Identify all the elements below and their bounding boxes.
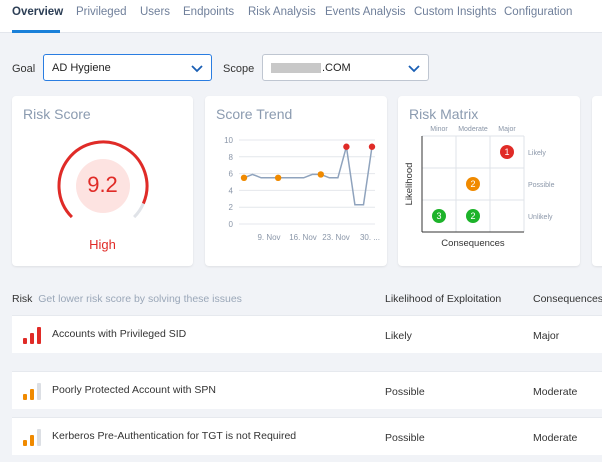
chevron-down-icon bbox=[191, 65, 203, 73]
row-consequences: Moderate bbox=[533, 386, 578, 398]
active-tab-indicator bbox=[12, 30, 60, 33]
y-tick-label: 2 bbox=[229, 203, 234, 212]
y-tick-label: 4 bbox=[229, 186, 234, 195]
risk-header-label: Risk bbox=[12, 293, 33, 305]
row-risk-name: Accounts with Privileged SID bbox=[52, 328, 187, 340]
risk-level: High bbox=[89, 237, 116, 252]
table-row[interactable]: Accounts with Privileged SID Likely Majo… bbox=[12, 315, 602, 353]
gauge-fill bbox=[57, 140, 149, 219]
severity-high-icon bbox=[23, 327, 41, 344]
trend-point bbox=[368, 143, 376, 150]
trend-line bbox=[243, 146, 373, 206]
risk-score-gauge bbox=[57, 140, 149, 219]
tab-privileged[interactable]: Privileged bbox=[76, 6, 127, 18]
severity-medium-icon bbox=[23, 429, 41, 446]
risk-matrix-title: Risk Matrix bbox=[409, 106, 479, 122]
risk-score-value: 9.2 bbox=[87, 172, 118, 197]
tab-custom-insights[interactable]: Custom Insights bbox=[414, 6, 497, 18]
row-likelihood: Possible bbox=[385, 432, 425, 444]
matrix-cell-badge bbox=[466, 177, 480, 191]
matrix-row-label: Likely bbox=[528, 150, 546, 157]
trend-point bbox=[240, 174, 248, 181]
matrix-cell-badge bbox=[466, 209, 480, 223]
matrix-cell-count: 2 bbox=[470, 211, 475, 221]
chevron-down-icon bbox=[408, 65, 420, 73]
row-risk-name: Poorly Protected Account with SPN bbox=[52, 384, 216, 396]
risk-column-header: Risk Get lower risk score by solving the… bbox=[12, 293, 242, 305]
tab-endpoints[interactable]: Endpoints bbox=[183, 6, 235, 18]
matrix-column-label: Moderate bbox=[458, 126, 488, 133]
matrix-cell-count: 2 bbox=[470, 179, 475, 189]
matrix-y-axis-label: Likelihood bbox=[404, 163, 415, 206]
top-tab-bar: Overview Privileged Users Endpoints Risk… bbox=[0, 0, 602, 33]
matrix-x-axis-label: Consequences bbox=[441, 238, 505, 249]
table-row[interactable]: Kerberos Pre-Authentication for TGT is n… bbox=[12, 417, 602, 455]
risk-header-hint: Get lower risk score by solving these is… bbox=[38, 293, 242, 305]
scope-label: Scope bbox=[223, 63, 255, 75]
x-tick-label: 30. ... bbox=[360, 233, 380, 242]
tab-overview[interactable]: Overview bbox=[12, 6, 64, 18]
y-tick-label: 8 bbox=[229, 153, 234, 162]
matrix-cell-count: 1 bbox=[504, 147, 509, 157]
row-risk-name: Kerberos Pre-Authentication for TGT is n… bbox=[52, 430, 297, 442]
x-tick-label: 23. Nov bbox=[322, 233, 350, 242]
row-likelihood: Possible bbox=[385, 386, 425, 398]
goal-select-value: AD Hygiene bbox=[52, 62, 111, 74]
matrix-row-label: Unlikely bbox=[528, 214, 553, 221]
row-likelihood: Likely bbox=[385, 330, 412, 342]
matrix-column-label: Major bbox=[498, 126, 516, 133]
risk-matrix-card: Risk Matrix Minor Moderate Major Likely Poss… bbox=[398, 96, 580, 266]
likelihood-column-header: Likelihood of Exploitation bbox=[385, 293, 502, 305]
y-tick-label: 6 bbox=[229, 170, 234, 179]
score-trend-card: Score Trend 0 2 4 6 8 10 9. Nov 16. Nov 23. Nov 3… bbox=[205, 96, 387, 266]
matrix-cell-badge bbox=[432, 209, 446, 223]
trend-point bbox=[317, 171, 324, 178]
scope-select-value: .COM bbox=[271, 62, 351, 74]
tab-configuration[interactable]: Configuration bbox=[504, 6, 573, 18]
matrix-row-label: Possible bbox=[528, 182, 555, 189]
table-row[interactable]: Poorly Protected Account with SPN Possib… bbox=[12, 371, 602, 409]
x-tick-label: 16. Nov bbox=[289, 233, 317, 242]
matrix-column-label: Minor bbox=[430, 126, 448, 133]
matrix-cell-count: 3 bbox=[436, 211, 441, 221]
trend-point bbox=[274, 174, 282, 181]
scope-select[interactable]: .COM bbox=[262, 54, 429, 81]
partial-card bbox=[592, 96, 602, 266]
risk-matrix-chart: Minor Moderate Major Likely Possible Unlikely… bbox=[404, 126, 555, 249]
matrix-cell-badge bbox=[500, 145, 514, 159]
y-tick-label: 10 bbox=[224, 136, 233, 145]
goal-label: Goal bbox=[12, 63, 36, 75]
risk-score-title: Risk Score bbox=[23, 106, 91, 122]
x-tick-label: 9. Nov bbox=[257, 233, 280, 242]
goal-select[interactable]: AD Hygiene bbox=[43, 54, 212, 81]
severity-medium-icon bbox=[23, 383, 41, 400]
row-consequences: Moderate bbox=[533, 432, 578, 444]
tab-users[interactable]: Users bbox=[140, 6, 171, 18]
y-tick-label: 0 bbox=[229, 220, 234, 229]
tab-events-analysis[interactable]: Events Analysis bbox=[325, 6, 406, 18]
risk-score-card: Risk Score 9.2 High bbox=[12, 96, 193, 266]
gauge-center-disc bbox=[76, 159, 130, 213]
row-consequences: Major bbox=[533, 330, 560, 342]
trend-point bbox=[343, 143, 350, 150]
score-trend-title: Score Trend bbox=[216, 106, 293, 122]
score-trend-chart: 0 2 4 6 8 10 9. Nov 16. Nov 23. Nov 30. ... bbox=[224, 136, 380, 242]
tab-risk-analysis[interactable]: Risk Analysis bbox=[248, 6, 316, 18]
scope-suffix: .COM bbox=[322, 62, 351, 74]
consequences-column-header: Consequences bbox=[533, 293, 602, 305]
redacted-domain bbox=[271, 63, 321, 74]
